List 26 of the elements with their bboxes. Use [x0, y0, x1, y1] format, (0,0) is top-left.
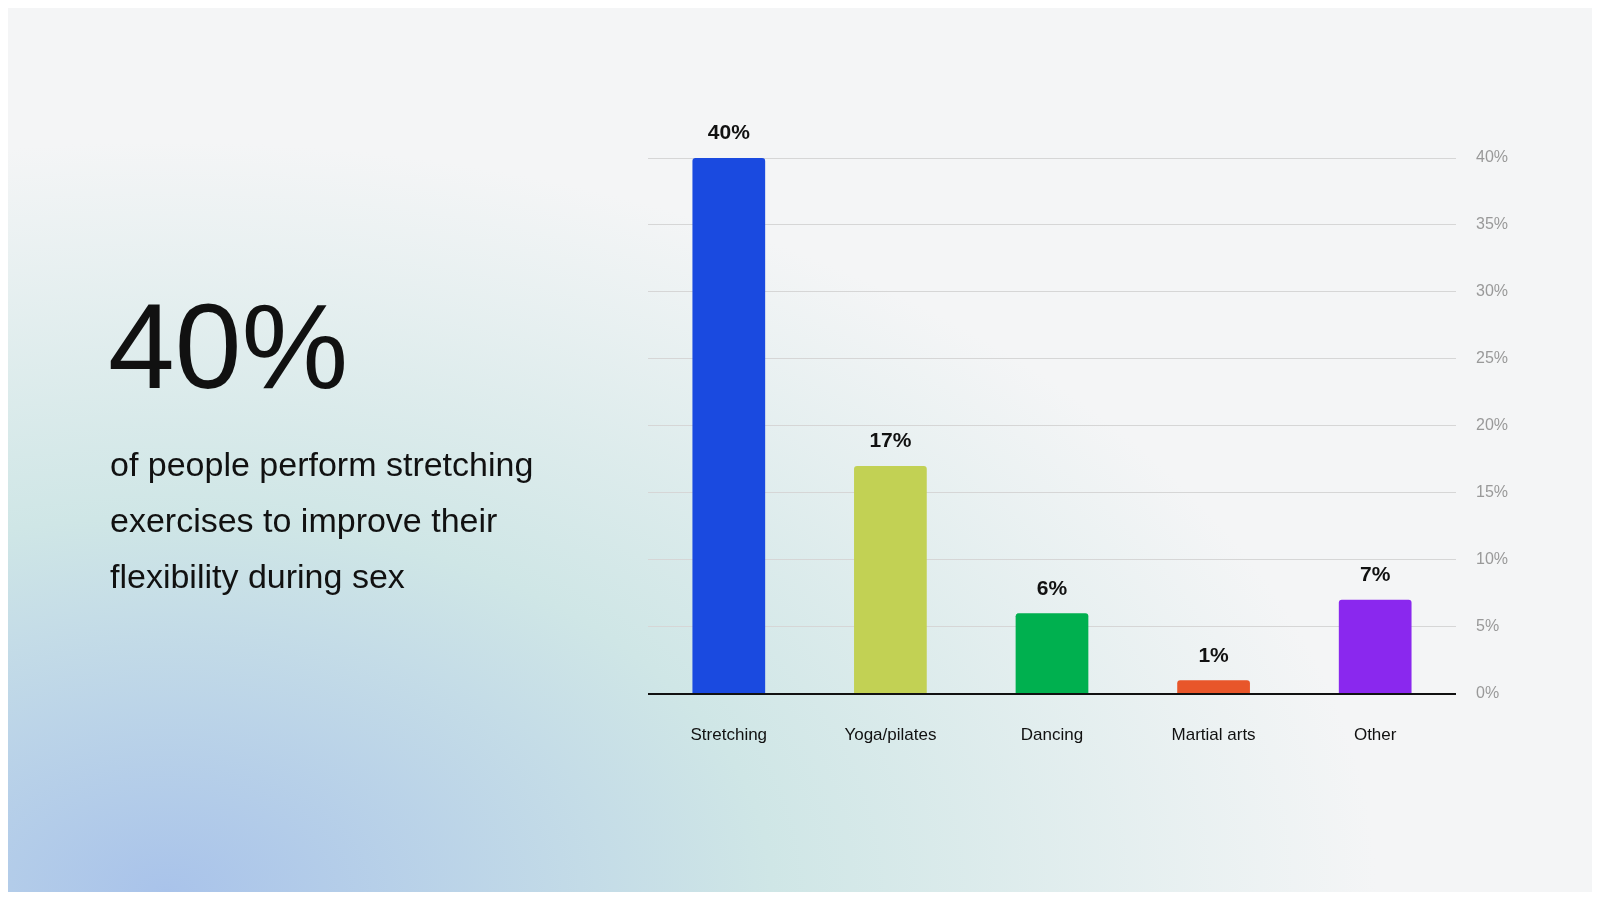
y-tick-label: 30%	[1475, 282, 1509, 300]
bar	[1338, 599, 1412, 694]
y-tick-label: 25%	[1475, 349, 1509, 367]
x-tick-label: Martial arts	[1171, 725, 1256, 745]
data-label: 6%	[1036, 575, 1068, 599]
y-tick-label: 15%	[1475, 483, 1509, 501]
x-tick-label: Yoga/pilates	[844, 725, 937, 745]
y-tick-label: 5%	[1475, 617, 1500, 635]
y-tick-label: 40%	[1475, 148, 1509, 166]
bar	[854, 465, 927, 694]
data-label: 40%	[707, 120, 751, 144]
bar	[1177, 680, 1250, 694]
x-tick-label: Other	[1353, 725, 1397, 745]
y-tick-label: 10%	[1475, 550, 1509, 568]
x-tick-label: Dancing	[1020, 725, 1084, 745]
data-label: 1%	[1198, 642, 1230, 666]
y-tick-label: 35%	[1475, 215, 1509, 233]
bar	[692, 158, 766, 694]
text: of people perform stretching exercises to improve their flexibility during sex	[110, 444, 535, 597]
bar	[1015, 613, 1089, 694]
y-tick-label: 0%	[1475, 684, 1500, 702]
data-label: 7%	[1360, 562, 1391, 586]
x-tick-label: Stretching	[690, 725, 768, 745]
y-tick-label: 20%	[1475, 416, 1509, 434]
text: 40%	[108, 279, 349, 413]
data-label: 17%	[869, 428, 912, 452]
